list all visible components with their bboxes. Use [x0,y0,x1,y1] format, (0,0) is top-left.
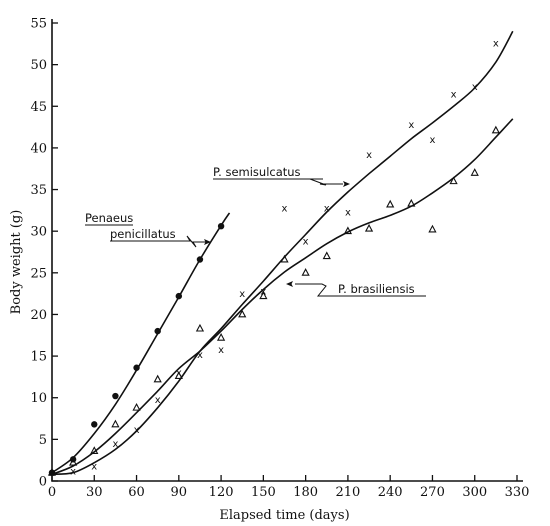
curve-p-semisulcatus [51,30,514,476]
point-p-brasiliensis [259,291,268,300]
point-p-semisulcatus: x [176,368,182,379]
x-axis-title: Elapsed time (days) [219,508,349,523]
point-p-brasiliensis [195,323,205,332]
point-p-brasiliensis [301,268,310,276]
leader-penicillatus [176,235,206,248]
x-tick-label: 210 [335,485,360,500]
point-p-semisulcatus: x [155,395,161,406]
point-p-semisulcatus: x [408,120,414,131]
point-p-semisulcatus: x [70,467,76,478]
point-p-brasiliensis [386,199,395,208]
y-tick-label: 25 [30,266,47,281]
point-p-semisulcatus: x [134,425,140,436]
x-tick-label: 300 [462,485,487,500]
point-p-brasiliensis [343,226,353,235]
y-tick-label: 40 [30,141,47,156]
y-axis-title: Body weight (g) [9,210,24,315]
point-p-semisulcatus: x [324,203,330,214]
annotation-label: Penaeus [85,211,133,225]
fitted-curves [51,30,514,476]
x-tick-label: 90 [171,485,188,500]
x-tick-label: 270 [420,485,445,500]
annotation-label: P. brasiliensis [338,282,415,296]
point-p-brasiliensis [47,467,57,476]
y-tick-label: 55 [30,17,47,32]
series-annotations: Penaeus penicillatus P. semisulcatus P. bra… [85,165,426,297]
arrow-head [286,281,293,287]
point-penaeus-penicillatus [133,364,140,371]
point-p-semisulcatus: x [345,208,351,219]
point-p-semisulcatus: x [303,237,309,248]
point-p-semisulcatus: x [451,89,457,100]
point-p-brasiliensis [132,402,141,411]
y-tick-label: 0 [39,475,47,490]
point-p-brasiliensis [90,446,99,454]
y-tick-label: 45 [30,100,47,115]
x-tick-label: 60 [128,485,145,500]
point-p-semisulcatus: x [49,468,55,479]
point-penaeus-penicillatus [154,327,161,335]
y-tick-label: 10 [30,391,47,406]
point-p-brasiliensis [491,125,500,134]
y-tick-label: 30 [30,225,47,240]
point-p-brasiliensis [449,176,458,185]
arrow-head [343,181,350,187]
x-tick-label: 150 [251,485,276,500]
y-tick-label: 20 [30,308,47,323]
point-p-semisulcatus: x [197,350,203,361]
point-penaeus-penicillatus [112,392,119,400]
point-p-semisulcatus: x [472,82,478,93]
x-tick-label: 240 [378,485,403,500]
x-tick-label: 180 [293,485,318,500]
point-p-brasiliensis [280,254,289,263]
point-penaeus-penicillatus [196,256,204,263]
point-penaeus-penicillatus [217,222,225,230]
x-ticks: 0 30 60 90 120 150 180 210 240 270 300 330 [48,475,530,500]
point-p-semisulcatus: x [112,439,118,450]
point-p-brasiliensis [111,419,120,428]
annotation-label: P. semisulcatus [213,165,301,179]
point-p-semisulcatus: x [493,38,499,49]
point-p-brasiliensis [322,251,331,260]
x-tick-label: 0 [48,485,56,500]
x-tick-label: 120 [209,485,234,500]
leader-semisulcatus [309,178,343,186]
point-p-brasiliensis [216,333,226,341]
y-ticks: 0 5 10 15 20 25 30 35 40 45 50 55 [30,17,58,490]
point-p-brasiliensis [69,457,78,466]
point-p-semisulcatus: x [429,135,435,146]
point-p-brasiliensis [407,198,416,207]
x-tick-label: 330 [505,485,530,500]
arrow-head [204,239,211,245]
point-penaeus-penicillatus [91,421,98,428]
y-tick-label: 15 [30,350,47,365]
curve-penaeus-penicillatus [51,212,231,474]
curve-p-brasiliensis [51,118,514,476]
point-p-brasiliensis [428,224,437,233]
y-tick-label: 5 [39,433,47,448]
point-p-brasiliensis [470,168,479,176]
point-p-semisulcatus: x [91,462,97,473]
point-p-brasiliensis [364,223,374,232]
point-penaeus-penicillatus [175,292,183,300]
point-p-semisulcatus: x [218,345,224,356]
point-p-semisulcatus: x [366,150,372,161]
x-tick-label: 30 [86,485,103,500]
point-p-semisulcatus: x [282,203,288,214]
point-p-brasiliensis [174,371,183,380]
point-p-brasiliensis [238,309,247,318]
leader-brasiliensis [295,283,338,297]
point-p-semisulcatus: x [239,289,245,300]
annotation-label: penicillatus [110,227,176,241]
point-p-brasiliensis [153,374,162,383]
y-tick-label: 50 [30,58,47,73]
y-tick-label: 35 [30,183,47,198]
